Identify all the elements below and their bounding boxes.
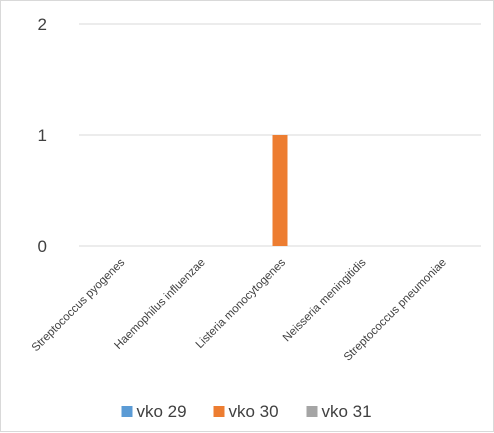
bar-vko-30-2 <box>272 135 288 246</box>
legend-label: vko 29 <box>137 402 187 421</box>
legend-swatch <box>306 406 318 417</box>
x-category-label: Haemophilus influenzae <box>112 257 207 352</box>
x-category-label: Listeria monocytogenes <box>194 256 289 351</box>
legend-swatch <box>121 406 133 417</box>
x-category-label: Neisseria meningitidis <box>281 256 369 344</box>
legend: vko 29 vko 30 vko 31 <box>121 402 372 421</box>
y-tick-label: 0 <box>38 237 47 256</box>
legend-label: vko 30 <box>229 402 279 421</box>
bars <box>272 135 288 246</box>
y-axis-ticks: 0 1 2 <box>38 15 47 256</box>
legend-label: vko 31 <box>322 402 372 421</box>
legend-swatch <box>213 406 225 417</box>
y-tick-label: 2 <box>38 15 47 34</box>
x-category-label: Streptococcus pyogenes <box>30 256 128 354</box>
y-tick-label: 1 <box>38 126 47 145</box>
